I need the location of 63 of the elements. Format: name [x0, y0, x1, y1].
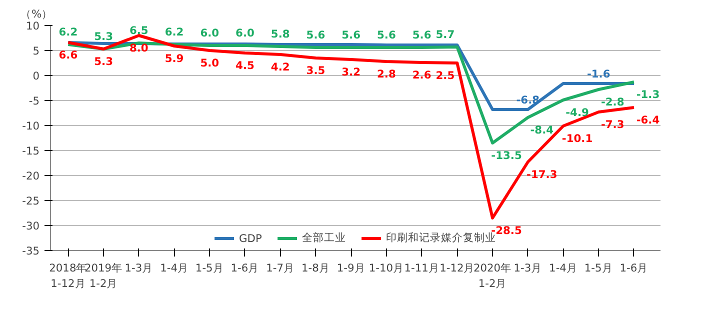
- data-label: -10.1: [562, 132, 593, 145]
- x-tick-label: 1-10月: [368, 262, 404, 274]
- data-label: -7.3: [600, 118, 624, 131]
- y-tick-label: -15: [22, 144, 40, 158]
- data-label: 5.6: [412, 28, 432, 42]
- y-tick-label: -10: [22, 120, 40, 132]
- data-label: 3.5: [306, 64, 326, 77]
- data-label: 5.3: [94, 30, 113, 43]
- data-label: 5.7: [436, 28, 455, 41]
- data-label: -2.8: [600, 96, 624, 108]
- data-label: 6.0: [236, 26, 254, 40]
- data-label: -4.9: [566, 106, 589, 119]
- data-label: 4.5: [236, 59, 254, 72]
- data-label: -8.4: [530, 124, 554, 136]
- data-label: -6.4: [636, 114, 660, 126]
- x-tick-label: 1-7月: [266, 262, 295, 274]
- data-label: 5.0: [200, 56, 220, 70]
- y-tick-label: 0: [32, 70, 40, 82]
- x-tick-label: 1-5月: [584, 262, 613, 274]
- data-label: 2.6: [412, 68, 432, 82]
- y-tick-label: -35: [22, 244, 40, 258]
- data-label: 6.2: [164, 26, 184, 38]
- data-label: 4.2: [270, 60, 290, 74]
- x-tick-label: 2020年 1-2月: [473, 262, 512, 290]
- data-label: -1.3: [636, 88, 660, 101]
- legend-label: GDP: [239, 232, 262, 244]
- y-tick-label: -5: [28, 94, 40, 108]
- data-label: 5.3: [94, 55, 113, 68]
- data-label: 6.0: [200, 26, 220, 40]
- legend-label: 全部工业: [302, 231, 346, 245]
- x-tick-label: 1-9月: [336, 262, 366, 274]
- y-tick-label: -20: [22, 170, 40, 182]
- data-label: 5.8: [270, 28, 290, 40]
- data-label: 3.2: [342, 66, 361, 78]
- x-tick-label: 1-3月: [514, 262, 542, 274]
- data-label: 6.2: [58, 26, 78, 38]
- x-tick-label: 1-6月: [620, 262, 648, 274]
- data-label: 2.5: [436, 69, 455, 82]
- x-tick-label: 1-3月: [124, 262, 154, 274]
- data-label: -1.6: [586, 68, 610, 80]
- y-tick-label: -25: [22, 194, 40, 208]
- data-label: -13.5: [491, 149, 522, 162]
- data-label: -17.3: [526, 168, 558, 181]
- x-tick-label: 1-5月: [195, 262, 224, 274]
- y-tick-label: 10: [26, 20, 40, 32]
- x-tick-label: 1-6月: [230, 262, 260, 274]
- x-tick-label: 1-4月: [549, 262, 578, 274]
- data-label: 6.6: [58, 48, 78, 62]
- x-tick-label: 1-8月: [302, 262, 330, 274]
- data-label: 5.9: [164, 52, 184, 65]
- x-tick-label: 1-12月: [440, 262, 475, 274]
- data-label: 5.6: [342, 28, 361, 42]
- x-tick-label: 1-11月: [404, 262, 440, 274]
- x-tick-label: 1-4月: [160, 262, 188, 274]
- y-tick-label: -30: [22, 220, 40, 232]
- data-label: 8.0: [129, 42, 148, 54]
- data-label: 5.6: [377, 28, 396, 42]
- data-label: 2.8: [377, 68, 396, 80]
- y-axis-title: （%）: [20, 8, 53, 20]
- y-tick-label: 5: [32, 44, 40, 58]
- data-label: 5.6: [306, 28, 326, 42]
- legend-label: 印刷和记录媒介复制业: [386, 231, 496, 245]
- data-label: 6.5: [129, 24, 148, 37]
